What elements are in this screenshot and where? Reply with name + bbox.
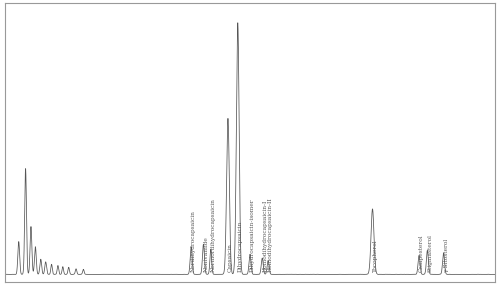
Text: Nonivamide: Nonivamide: [204, 236, 208, 272]
Text: Homodihydrocapsaicin-II: Homodihydrocapsaicin-II: [268, 197, 273, 272]
Text: Capsaicin: Capsaicin: [228, 243, 233, 272]
Text: γ-Sitosterol: γ-Sitosterol: [444, 238, 448, 272]
Text: Nordihydrocapsaicin: Nordihydrocapsaicin: [191, 210, 196, 272]
Text: Dihydrocapsaicin: Dihydrocapsaicin: [238, 221, 243, 272]
Text: Stigmasterol: Stigmasterol: [428, 234, 432, 272]
Text: Normordihydrocapsaicin: Normordihydrocapsaicin: [211, 198, 216, 272]
Text: Homodihydrocapsaicin-I: Homodihydrocapsaicin-I: [262, 200, 267, 272]
Text: Tocopherol: Tocopherol: [372, 240, 378, 272]
Text: Dihydrocapsaicin-isomer: Dihydrocapsaicin-isomer: [250, 198, 255, 272]
Text: Campesterol: Campesterol: [419, 235, 424, 272]
